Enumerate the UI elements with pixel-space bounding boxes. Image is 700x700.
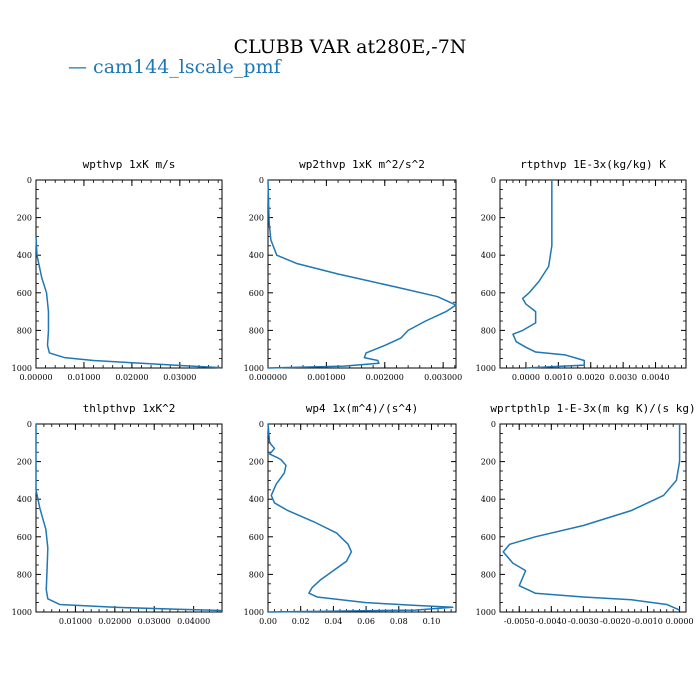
x-tick-label: 0.0030 xyxy=(609,373,637,382)
y-tick-label: 600 xyxy=(249,533,264,542)
y-tick-label: 1000 xyxy=(12,364,32,373)
y-tick-label: 0 xyxy=(27,420,32,429)
x-tick-label: 0.001000 xyxy=(307,373,345,382)
y-tick-label: 0 xyxy=(491,420,496,429)
y-tick-label: 400 xyxy=(249,251,264,260)
x-tick-label: 0.002000 xyxy=(366,373,404,382)
x-tick-label: 0.01000 xyxy=(67,373,100,382)
y-tick-label: 1000 xyxy=(476,608,496,617)
plot-frame xyxy=(267,423,457,613)
chart-title: wp4 1x(m^4)/(s^4) xyxy=(306,402,419,415)
series-line xyxy=(512,180,585,369)
x-tick-label: 0.02 xyxy=(292,617,310,626)
plot-frame xyxy=(35,423,223,613)
x-tick-label: 0.01000 xyxy=(59,617,92,626)
x-tick-label: 0.00 xyxy=(259,617,277,626)
chart-panel-2: wp2thvp 1xK m^2/s^2020040060080010000.00… xyxy=(244,158,463,382)
plot-frame xyxy=(499,423,687,613)
y-tick-label: 1000 xyxy=(244,608,264,617)
y-tick-label: 1000 xyxy=(244,364,264,373)
chart-title: wprtpthlp 1-E-3x(m kg K)/(s kg) xyxy=(490,402,695,415)
x-tick-label: 0.000000 xyxy=(249,373,287,382)
chart-panel-6: wprtpthlp 1-E-3x(m kg K)/(s kg) 0 200 400 60… xyxy=(476,402,696,626)
y-tick-label: 200 xyxy=(17,458,32,467)
plot-frame xyxy=(35,179,223,369)
y-tick-label: 1000 xyxy=(12,608,32,617)
y-tick-label: 400 xyxy=(17,495,32,504)
y-tick-label: 1000 xyxy=(476,364,496,373)
x-tick-label: 0.0000 xyxy=(512,373,540,382)
x-tick-label: 0.03000 xyxy=(138,617,171,626)
x-tick-label: -0.0050 xyxy=(504,617,535,626)
y-tick-label: 800 xyxy=(249,570,264,579)
legend-line: — xyxy=(68,56,87,78)
chart-title: wpthvp 1xK m/s xyxy=(83,158,176,171)
y-tick-label: 400 xyxy=(481,495,496,504)
x-tick-label: 0.10 xyxy=(423,617,441,626)
x-tick-label: -0.0040 xyxy=(536,617,567,626)
x-tick-label: 0.02000 xyxy=(115,373,148,382)
chart-title: thlpthvp 1xK^2 xyxy=(83,402,176,415)
y-tick-label: 0 xyxy=(491,176,496,185)
y-tick-label: 400 xyxy=(249,495,264,504)
y-tick-label: 800 xyxy=(249,326,264,335)
legend-label: cam144_lscale_pmf xyxy=(93,56,281,78)
page-title: CLUBB VAR at280E,-7N xyxy=(233,36,467,58)
x-tick-label: 0.0040 xyxy=(642,373,670,382)
x-tick-label: 0.0020 xyxy=(577,373,605,382)
y-tick-label: 600 xyxy=(249,289,264,298)
series-line xyxy=(267,423,454,613)
legend-entry: — cam144_lscale_pmf xyxy=(68,56,281,78)
x-tick-label: -0.0010 xyxy=(632,617,663,626)
y-tick-label: 200 xyxy=(481,214,496,223)
y-tick-label: 0 xyxy=(259,420,264,429)
x-tick-label: 0.08 xyxy=(390,617,408,626)
x-tick-label: 0.04000 xyxy=(177,617,210,626)
series-line xyxy=(267,179,457,369)
plot-frame xyxy=(267,179,457,369)
y-tick-label: 0 xyxy=(259,176,264,185)
x-tick-label: 0.00000 xyxy=(19,373,52,382)
series-line xyxy=(35,424,222,612)
series-line xyxy=(35,236,221,369)
y-tick-label: 400 xyxy=(17,251,32,260)
y-tick-label: 600 xyxy=(481,533,496,542)
x-tick-label: 0.003000 xyxy=(424,373,462,382)
x-tick-label: 0.04 xyxy=(324,617,342,626)
y-tick-label: 400 xyxy=(481,251,496,260)
chart-panel-4: thlpthvp 1xK^2 0 200 400 600 800 1000 0.01000 0.… xyxy=(12,402,223,626)
chart-title: rtpthvp 1E-3x(kg/kg) K xyxy=(520,158,666,171)
x-tick-label: 0.06 xyxy=(357,617,375,626)
y-tick-label: 0 xyxy=(27,176,32,185)
y-tick-label: 800 xyxy=(17,326,32,335)
y-tick-label: 600 xyxy=(481,289,496,298)
y-tick-label: 600 xyxy=(17,289,32,298)
x-tick-label: 0.0000 xyxy=(666,617,694,626)
y-tick-label: 800 xyxy=(17,570,32,579)
y-tick-label: 800 xyxy=(481,326,496,335)
x-tick-label: 0.03000 xyxy=(163,373,196,382)
x-tick-label: -0.0030 xyxy=(568,617,599,626)
plot-frame xyxy=(499,179,687,369)
x-tick-label: -0.0020 xyxy=(600,617,631,626)
chart-title: wp2thvp 1xK m^2/s^2 xyxy=(299,158,425,171)
x-tick-label: 0.0010 xyxy=(544,373,572,382)
y-tick-label: 200 xyxy=(249,214,264,223)
x-tick-label: 0.02000 xyxy=(98,617,131,626)
y-tick-label: 200 xyxy=(481,458,496,467)
chart-panel-3: rtpthvp 1E-3x(kg/kg) K 0 200 400 600 800 1000 0… xyxy=(476,158,687,382)
y-tick-label: 600 xyxy=(17,533,32,542)
y-tick-label: 800 xyxy=(481,570,496,579)
series-line xyxy=(502,424,681,611)
y-tick-label: 200 xyxy=(249,458,264,467)
y-tick-label: 200 xyxy=(17,214,32,223)
